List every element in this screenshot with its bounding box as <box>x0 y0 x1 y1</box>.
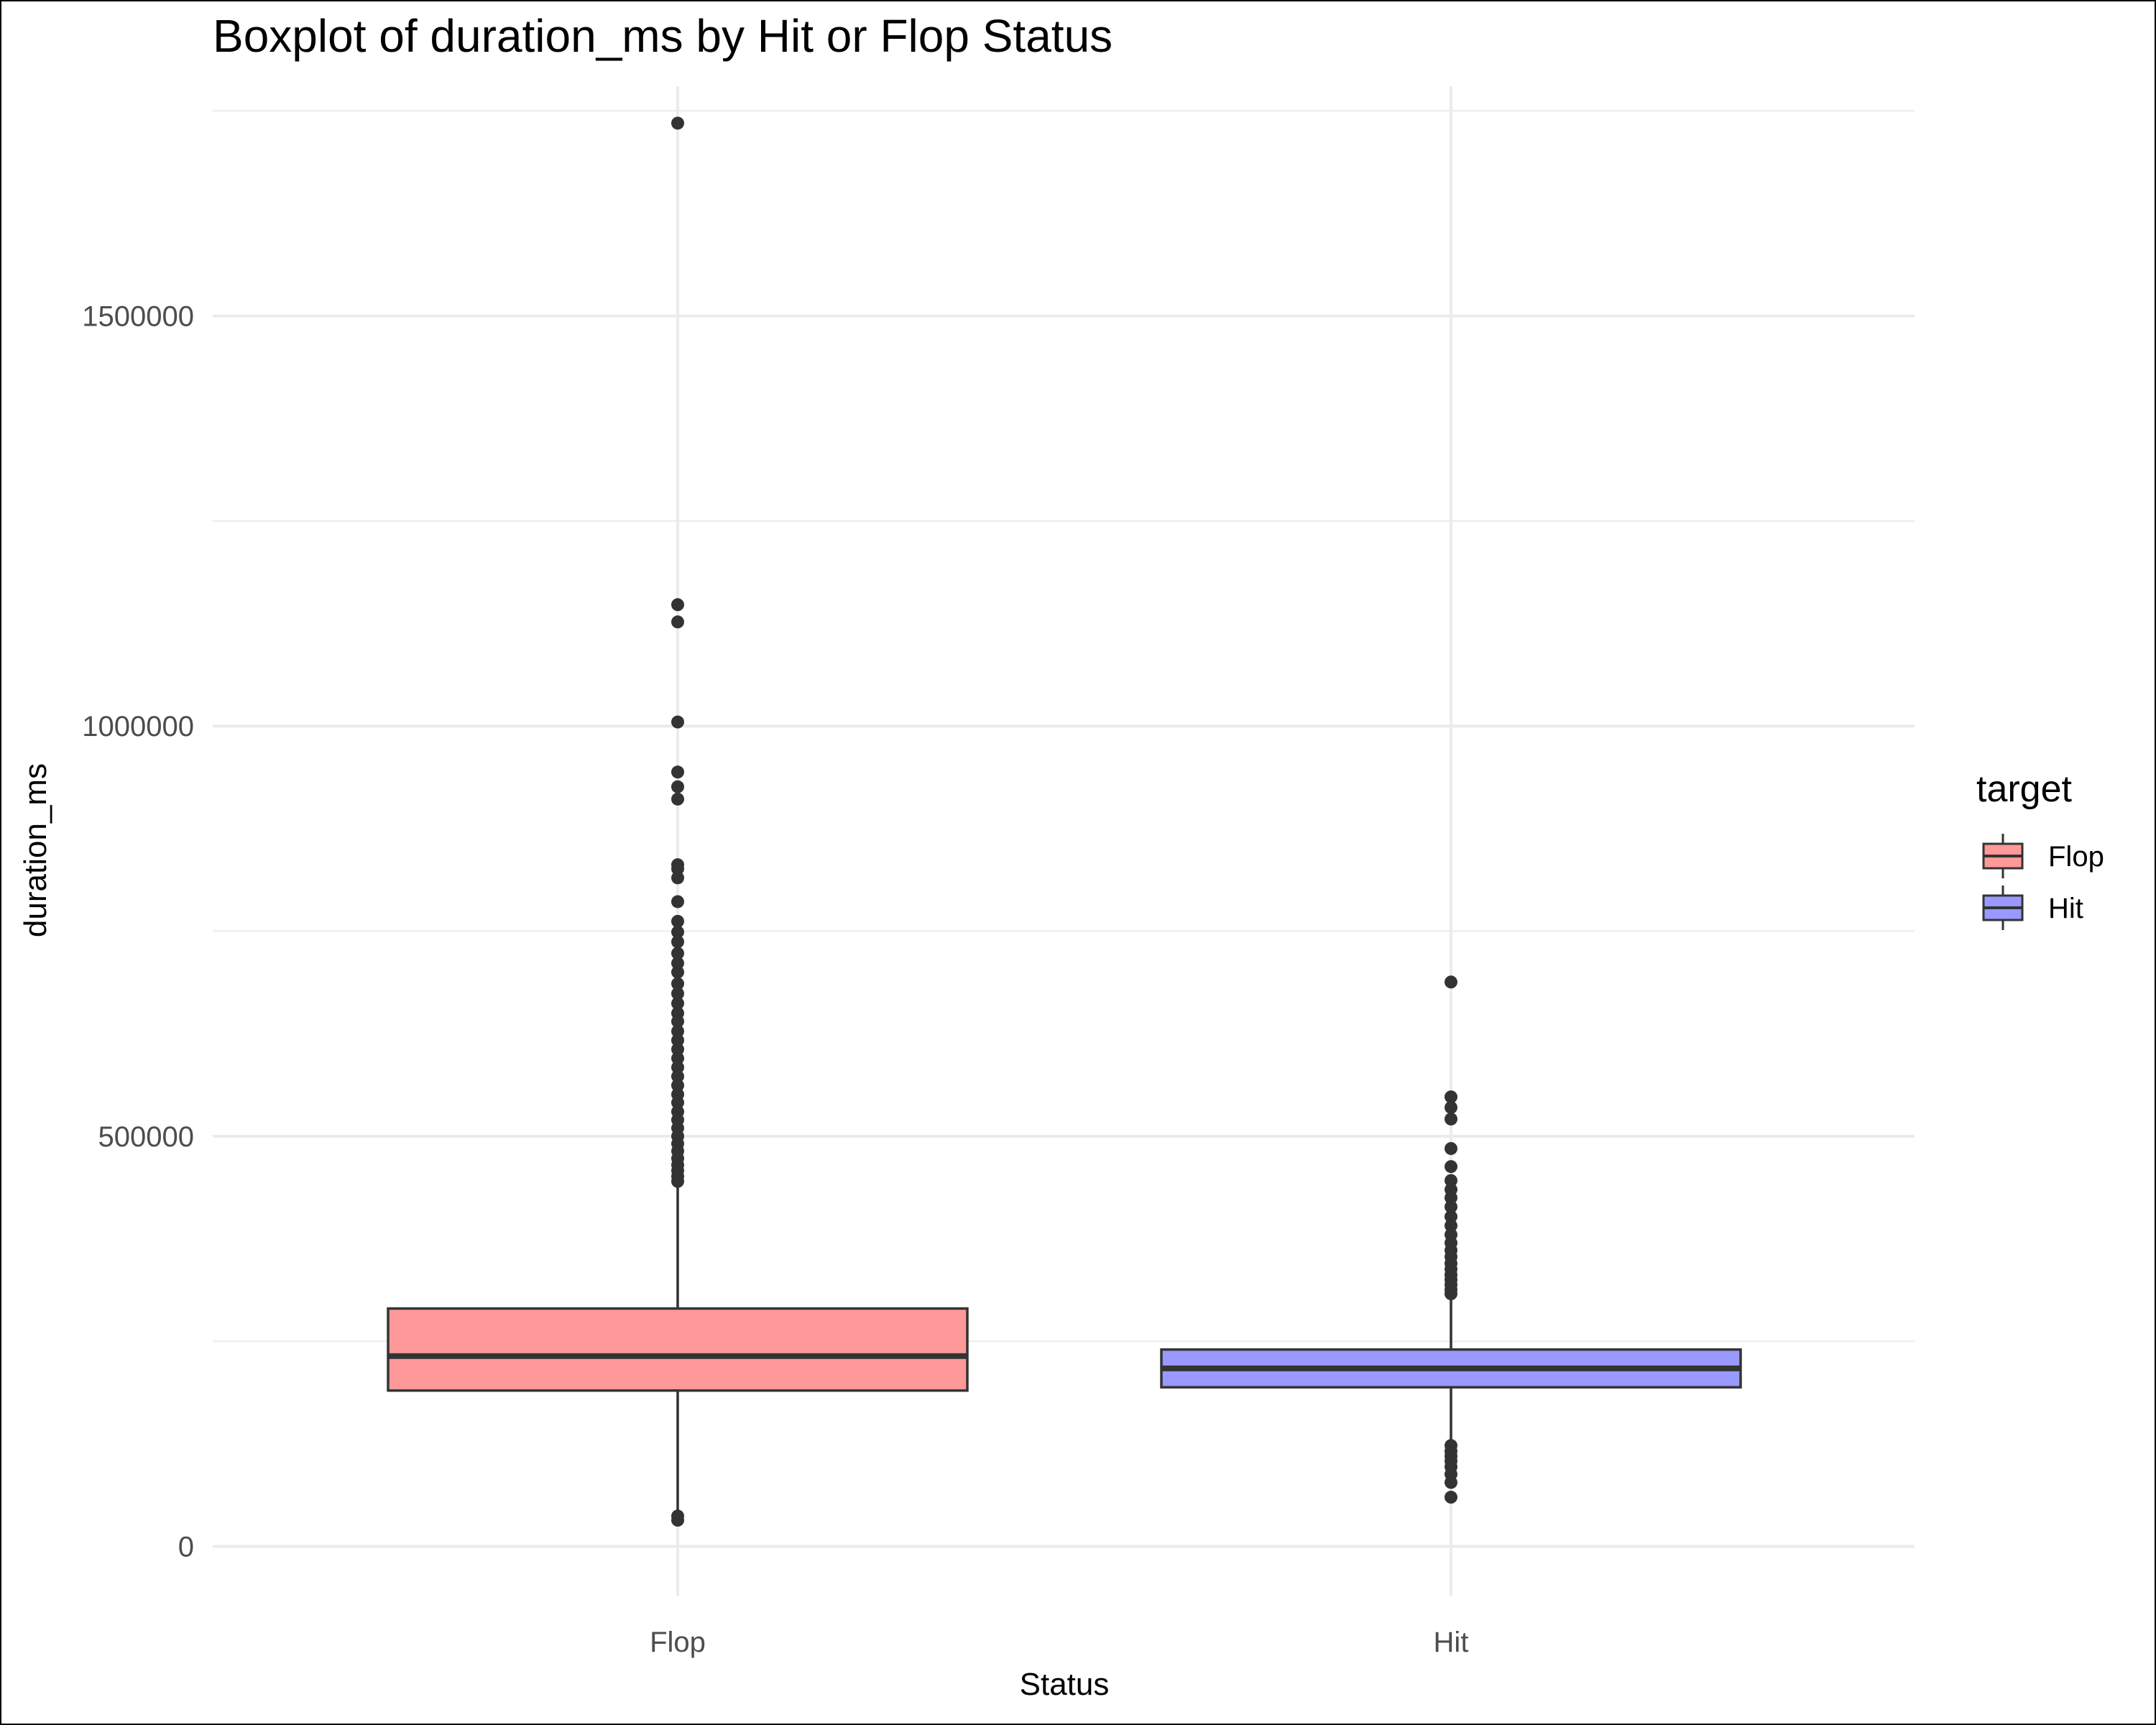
outlier-point <box>671 1024 684 1038</box>
outlier-point <box>671 780 684 794</box>
outlier-point <box>1445 1141 1457 1155</box>
boxes <box>387 116 1742 1527</box>
outlier-point <box>671 1052 684 1065</box>
outlier-point <box>671 598 684 612</box>
outlier-point <box>1445 1491 1457 1504</box>
outlier-point <box>671 914 684 928</box>
outlier-point <box>671 792 684 806</box>
outlier-point <box>671 987 684 1000</box>
outlier-point <box>1445 1191 1457 1205</box>
chart-title: Boxplot of duration_ms by Hit or Flop St… <box>213 10 1112 62</box>
legend-label: Flop <box>2048 841 2104 873</box>
outlier-point <box>671 615 684 629</box>
x-tick-label: Hit <box>1434 1627 1469 1658</box>
outlier-point <box>671 977 684 990</box>
outlier-point <box>671 1034 684 1047</box>
outlier-point <box>671 1070 684 1083</box>
outlier-point <box>671 925 684 939</box>
outlier-point <box>1445 1100 1457 1114</box>
outlier-point <box>1445 1090 1457 1104</box>
grid <box>213 86 1915 1596</box>
outlier-point <box>671 116 684 130</box>
y-tick-label: 1000000 <box>82 711 194 742</box>
box-flop <box>387 116 969 1527</box>
outlier-point <box>671 715 684 729</box>
outlier-point <box>1445 1210 1457 1223</box>
outlier-point <box>1445 1287 1457 1300</box>
outlier-point <box>1445 1174 1457 1187</box>
outlier-point <box>671 1096 684 1110</box>
outlier-point <box>1445 1219 1457 1233</box>
outlier-point <box>1445 975 1457 989</box>
iqr-box <box>387 1307 969 1392</box>
outlier-point <box>671 871 684 885</box>
outlier-point <box>671 1174 684 1188</box>
legend-key-hit <box>1982 886 2024 930</box>
y-tick-label: 1500000 <box>82 301 194 333</box>
outlier-point <box>671 765 684 779</box>
y-axis-title: duration_ms <box>18 763 53 937</box>
outlier-point <box>671 947 684 960</box>
outlier-point <box>671 1042 684 1056</box>
legend-key-flop <box>1982 834 2024 878</box>
outlier-point <box>671 1015 684 1029</box>
outlier-point <box>671 935 684 949</box>
outlier-point <box>671 996 684 1010</box>
outlier-point <box>1445 1112 1457 1126</box>
outlier-point <box>671 862 684 875</box>
x-axis-title: Status <box>1020 1667 1110 1702</box>
outlier-point <box>1445 1160 1457 1174</box>
y-tick-label: 0 <box>178 1532 194 1563</box>
outlier-point <box>1445 1200 1457 1214</box>
outlier-point <box>671 1061 684 1074</box>
outlier-point <box>671 965 684 979</box>
x-tick-labels: Flop Hit <box>650 1627 1468 1658</box>
x-tick-label: Flop <box>650 1627 706 1658</box>
outlier-point <box>671 1079 684 1092</box>
outlier-point <box>1445 1476 1457 1489</box>
legend: target Flop Hit <box>1976 768 2104 930</box>
outlier-point <box>671 957 684 970</box>
y-tick-label: 500000 <box>98 1121 194 1153</box>
box-hit <box>1160 975 1742 1504</box>
legend-label: Hit <box>2048 893 2083 924</box>
outlier-point <box>671 895 684 908</box>
legend-title: target <box>1976 768 2073 810</box>
y-tick-labels: 0 500000 1000000 1500000 <box>82 301 194 1563</box>
outlier-point <box>671 1514 684 1527</box>
